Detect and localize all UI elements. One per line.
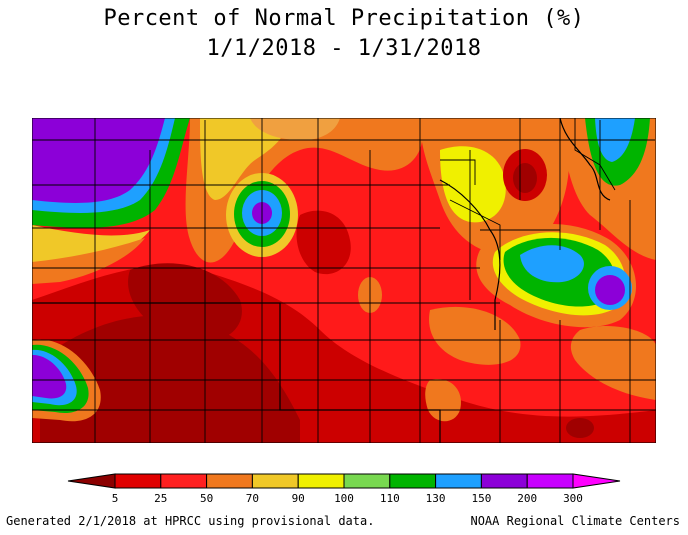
colorbar-arrow-high	[572, 473, 621, 489]
map-date-range: 1/1/2018 - 1/31/2018	[206, 36, 482, 61]
colorbar-tick-label: 100	[334, 492, 354, 505]
colorbar-segment	[297, 473, 345, 489]
colorbar: 5 25 50 70 90 100 110 130 150 200 300	[67, 473, 621, 505]
colorbar-segment	[160, 473, 208, 489]
colorbar-tick-label: 50	[200, 492, 213, 505]
colorbar-segment	[114, 473, 162, 489]
colorbar-tick-label: 25	[154, 492, 167, 505]
source-credit: NOAA Regional Climate Centers	[470, 514, 680, 528]
colorbar-arrow-low	[67, 473, 116, 489]
county-boundaries	[32, 118, 656, 443]
colorbar-segment	[343, 473, 391, 489]
generated-note: Generated 2/1/2018 at HPRCC using provis…	[6, 514, 375, 528]
colorbar-segment	[389, 473, 437, 489]
colorbar-segment	[435, 473, 482, 489]
colorbar-segment	[251, 473, 299, 489]
colorbar-tick-label: 150	[471, 492, 491, 505]
colorbar-segment	[206, 473, 253, 489]
precip-contour-field	[32, 118, 656, 443]
colorbar-tick-label: 200	[517, 492, 537, 505]
colorbar-tick-label: 90	[292, 492, 305, 505]
state-boundaries	[32, 118, 611, 443]
colorbar-tick-label: 110	[380, 492, 400, 505]
colorbar-tick-label: 70	[246, 492, 259, 505]
map-title: Percent of Normal Precipitation (%)	[103, 6, 585, 31]
colorbar-segment	[526, 473, 574, 489]
colorbar-tick-label: 5	[112, 492, 119, 505]
colorbar-segment	[480, 473, 528, 489]
colorbar-tick-label: 130	[426, 492, 446, 505]
colorbar-tick-label: 300	[563, 492, 583, 505]
